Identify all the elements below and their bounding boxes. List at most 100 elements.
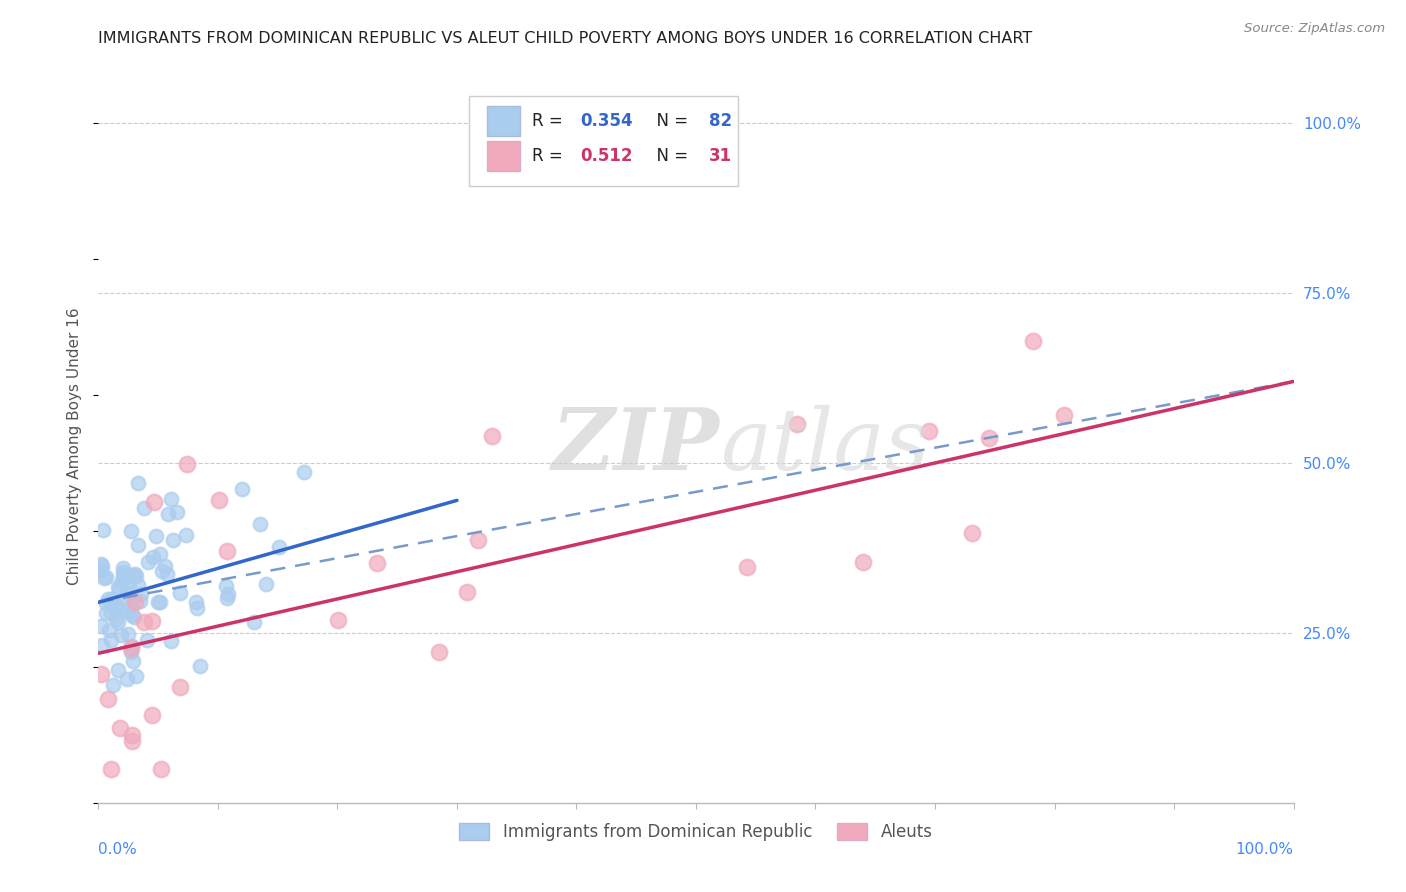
Point bbox=[141, 614, 163, 628]
Point bbox=[427, 645, 450, 659]
Point bbox=[117, 606, 139, 620]
Point bbox=[108, 603, 131, 617]
Text: IMMIGRANTS FROM DOMINICAN REPUBLIC VS ALEUT CHILD POVERTY AMONG BOYS UNDER 16 CO: IMMIGRANTS FROM DOMINICAN REPUBLIC VS AL… bbox=[98, 31, 1032, 46]
Text: N =: N = bbox=[645, 146, 693, 164]
Text: R =: R = bbox=[533, 146, 568, 164]
Point bbox=[145, 529, 167, 543]
Point bbox=[217, 544, 239, 558]
FancyBboxPatch shape bbox=[486, 106, 520, 136]
Point bbox=[152, 564, 174, 578]
Point bbox=[481, 429, 503, 443]
Point bbox=[243, 615, 266, 629]
Point bbox=[217, 591, 239, 605]
Point bbox=[121, 608, 143, 623]
Point bbox=[186, 601, 208, 615]
Point bbox=[121, 644, 143, 658]
Point bbox=[98, 623, 121, 637]
Point bbox=[112, 569, 135, 583]
Text: 100.0%: 100.0% bbox=[1236, 842, 1294, 857]
Point bbox=[100, 762, 122, 776]
Point bbox=[117, 591, 139, 605]
Point bbox=[231, 482, 253, 496]
Point bbox=[94, 596, 117, 610]
Point bbox=[104, 599, 127, 614]
Point bbox=[100, 606, 122, 620]
Point bbox=[107, 582, 129, 596]
Point bbox=[852, 555, 875, 569]
Point bbox=[169, 680, 191, 694]
Point bbox=[174, 528, 197, 542]
Point bbox=[129, 593, 152, 607]
Text: 0.0%: 0.0% bbox=[98, 842, 138, 857]
Point bbox=[121, 639, 143, 653]
Point bbox=[166, 505, 188, 519]
Text: Source: ZipAtlas.com: Source: ZipAtlas.com bbox=[1244, 22, 1385, 36]
Point bbox=[149, 762, 172, 776]
Point bbox=[94, 569, 117, 583]
Point bbox=[786, 417, 808, 431]
Text: 31: 31 bbox=[709, 146, 733, 164]
Point bbox=[186, 594, 208, 608]
Point bbox=[215, 580, 238, 594]
Point bbox=[267, 540, 290, 554]
Point bbox=[122, 654, 145, 668]
Text: 82: 82 bbox=[709, 112, 733, 130]
Point bbox=[101, 678, 124, 692]
Point bbox=[127, 578, 149, 592]
Point bbox=[127, 476, 149, 491]
Text: ZIP: ZIP bbox=[553, 404, 720, 488]
Text: atlas: atlas bbox=[720, 405, 929, 487]
Point bbox=[146, 595, 169, 609]
Text: R =: R = bbox=[533, 112, 568, 130]
Point bbox=[162, 533, 184, 547]
Point bbox=[467, 533, 489, 547]
Point bbox=[456, 584, 478, 599]
Point bbox=[90, 563, 112, 577]
Point bbox=[125, 669, 148, 683]
Point bbox=[124, 567, 146, 582]
Point bbox=[100, 632, 122, 647]
Point bbox=[292, 466, 315, 480]
Point bbox=[111, 574, 134, 589]
Point bbox=[107, 615, 129, 629]
Point bbox=[110, 628, 132, 642]
Point bbox=[111, 565, 134, 579]
Point bbox=[96, 606, 118, 620]
Text: N =: N = bbox=[645, 112, 693, 130]
Point bbox=[160, 491, 183, 506]
Point bbox=[97, 692, 120, 706]
Point bbox=[112, 561, 135, 575]
Point bbox=[117, 673, 139, 687]
Point bbox=[124, 595, 146, 609]
Point bbox=[120, 640, 142, 655]
Point bbox=[149, 595, 172, 609]
Text: 0.354: 0.354 bbox=[581, 112, 633, 130]
Point bbox=[169, 585, 191, 599]
Point bbox=[135, 632, 157, 647]
Point bbox=[156, 507, 179, 521]
Point bbox=[141, 549, 163, 564]
Point bbox=[735, 560, 758, 574]
Point bbox=[977, 431, 1000, 445]
Point bbox=[136, 555, 159, 569]
Point bbox=[91, 559, 114, 574]
Point bbox=[108, 721, 131, 735]
Point bbox=[91, 638, 114, 652]
Point bbox=[120, 524, 142, 539]
Point bbox=[328, 613, 350, 627]
Point bbox=[366, 556, 388, 570]
Point bbox=[153, 559, 176, 574]
Point bbox=[90, 667, 112, 681]
Legend: Immigrants from Dominican Republic, Aleuts: Immigrants from Dominican Republic, Aleu… bbox=[453, 816, 939, 848]
Point bbox=[107, 663, 129, 677]
Point bbox=[104, 612, 127, 626]
Point bbox=[254, 577, 277, 591]
Text: 0.512: 0.512 bbox=[581, 146, 633, 164]
Point bbox=[249, 517, 271, 532]
Point bbox=[1021, 334, 1043, 349]
FancyBboxPatch shape bbox=[486, 141, 520, 170]
Point bbox=[93, 571, 115, 585]
Point bbox=[91, 523, 114, 537]
Point bbox=[118, 582, 141, 596]
Point bbox=[115, 586, 138, 600]
